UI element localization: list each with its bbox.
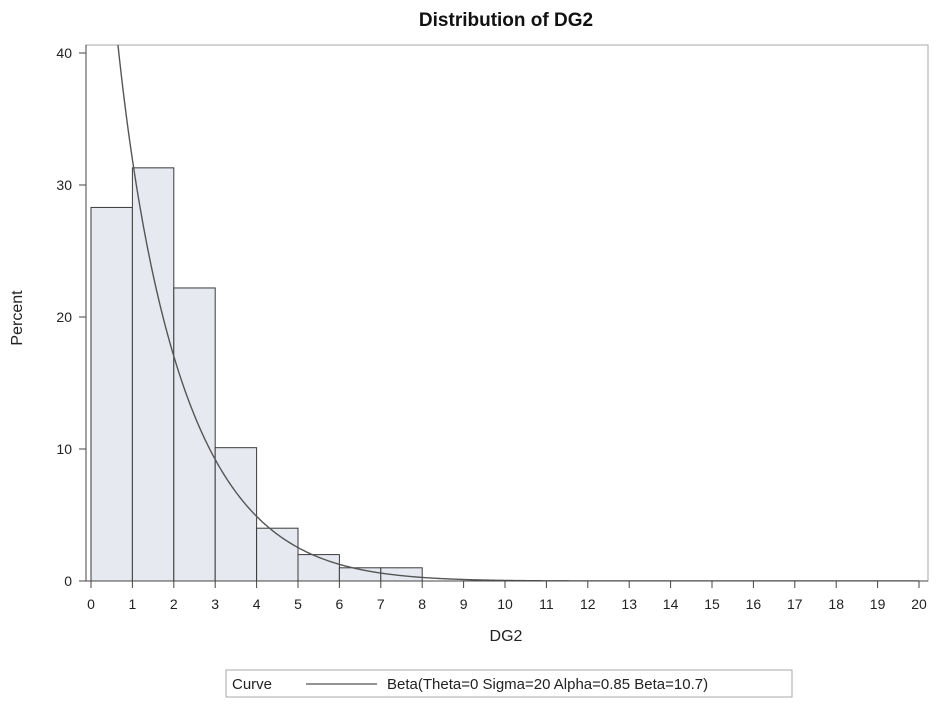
density-curve-group xyxy=(117,45,919,581)
x-tick-label: 4 xyxy=(253,596,261,612)
histogram-bar-2 xyxy=(173,287,216,582)
y-axis: 0 10 20 30 40 xyxy=(56,45,87,589)
x-tick-label: 11 xyxy=(539,596,554,612)
x-tick-label: 1 xyxy=(129,596,137,612)
y-tick-label: 40 xyxy=(56,45,72,61)
x-tick-label: 14 xyxy=(663,596,679,612)
y-axis-label: Percent xyxy=(9,290,26,346)
x-tick-label: 6 xyxy=(336,596,344,612)
x-tick-label: 17 xyxy=(787,596,803,612)
x-tick-label: 5 xyxy=(294,596,302,612)
y-tick-label: 30 xyxy=(56,177,72,193)
histogram-bar-3 xyxy=(214,447,258,582)
x-tick-label: 20 xyxy=(911,596,927,612)
x-tick-label: 2 xyxy=(170,596,178,612)
x-tick-label: 0 xyxy=(87,596,95,612)
chart-title: Distribution of DG2 xyxy=(419,10,593,31)
x-tick-label: 8 xyxy=(418,596,426,612)
y-tick-label: 20 xyxy=(56,309,72,325)
x-tick-label: 16 xyxy=(746,596,762,612)
x-axis-label: DG2 xyxy=(490,628,523,645)
beta-density-curve xyxy=(117,45,919,581)
x-tick-label: 15 xyxy=(704,596,720,612)
x-tick-label: 10 xyxy=(497,596,513,612)
x-tick-label: 13 xyxy=(621,596,637,612)
x-axis: 0 1 2 3 4 5 6 7 8 9 10 11 12 13 14 15 16 17 18 19 20 xyxy=(86,580,928,612)
legend: Curve Beta(Theta=0 Sigma=20 Alpha=0.85 B… xyxy=(225,669,793,698)
legend-curve-label: Beta(Theta=0 Sigma=20 Alpha=0.85 Beta=10… xyxy=(387,676,708,693)
histogram-bar-4 xyxy=(256,527,299,582)
x-tick-label: 18 xyxy=(828,596,844,612)
y-tick-label: 0 xyxy=(64,573,72,589)
x-tick-label: 19 xyxy=(870,596,886,612)
legend-title: Curve xyxy=(232,676,272,693)
x-tick-label: 3 xyxy=(211,596,219,612)
x-tick-label: 7 xyxy=(377,596,385,612)
x-tick-label: 12 xyxy=(580,596,596,612)
histogram-bar-1 xyxy=(131,167,175,582)
histogram-bar-5 xyxy=(297,554,340,582)
x-tick-label: 9 xyxy=(460,596,468,612)
y-tick-label: 10 xyxy=(56,441,72,457)
histogram-bar-0 xyxy=(90,206,133,582)
histogram-bars xyxy=(90,167,423,582)
